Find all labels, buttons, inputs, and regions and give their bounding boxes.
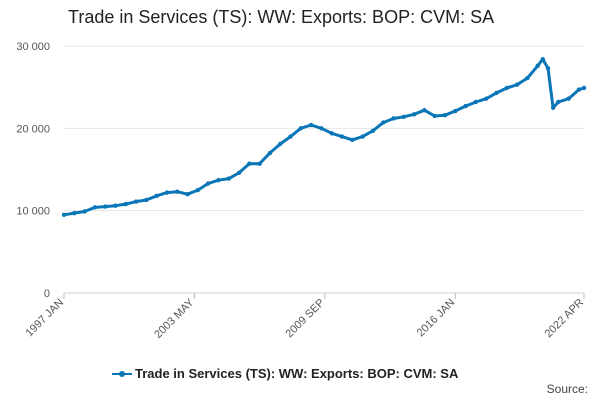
data-point	[463, 103, 468, 109]
data-point	[298, 126, 304, 131]
x-tick-label: 1997 JAN	[23, 297, 66, 340]
y-tick-label: 30 000	[16, 41, 50, 53]
y-tick-label: 10 000	[16, 206, 50, 218]
data-point	[164, 190, 170, 195]
data-point	[401, 114, 407, 120]
data-point	[494, 90, 499, 96]
data-point	[308, 122, 314, 128]
x-tick-label: 2009 SEP	[284, 297, 328, 341]
data-point	[257, 161, 262, 166]
legend-label: Trade in Services (TS): WW: Exports: BOP…	[135, 366, 459, 381]
legend-swatch-icon	[112, 368, 132, 380]
data-point	[535, 63, 540, 68]
data-point	[442, 112, 448, 118]
data-point	[175, 189, 180, 194]
data-point	[339, 134, 345, 139]
data-point	[154, 193, 159, 199]
legend[interactable]: Trade in Services (TS): WW: Exports: BOP…	[112, 366, 458, 381]
data-point	[216, 178, 221, 183]
data-point	[319, 126, 324, 131]
data-point	[61, 212, 67, 217]
data-point	[236, 170, 242, 175]
data-point	[267, 150, 273, 156]
data-point	[473, 99, 479, 105]
data-point	[556, 99, 561, 105]
data-point	[205, 181, 211, 186]
y-tick-label: 20 000	[16, 123, 50, 135]
data-point	[391, 116, 396, 121]
data-point	[133, 199, 139, 204]
series-line	[62, 57, 586, 217]
data-point	[504, 85, 509, 91]
data-point	[123, 201, 128, 207]
data-point	[545, 66, 551, 71]
data-point	[72, 210, 77, 216]
data-point	[113, 203, 118, 208]
data-point	[82, 209, 87, 214]
data-point	[247, 161, 252, 166]
data-point	[432, 113, 437, 119]
y-tick-label: 0	[44, 288, 50, 300]
data-point	[411, 112, 417, 117]
data-point	[370, 128, 376, 134]
data-point	[581, 85, 587, 91]
data-point	[540, 56, 546, 62]
data-point	[185, 192, 190, 197]
data-point	[92, 205, 98, 210]
data-point	[278, 141, 283, 147]
data-point	[453, 108, 458, 114]
data-point	[422, 108, 427, 113]
data-point	[144, 197, 149, 203]
data-point	[566, 96, 571, 101]
chart-title: Trade in Services (TS): WW: Exports: BOP…	[68, 7, 495, 27]
data-point	[514, 82, 520, 87]
x-tick-label: 2022 APR	[543, 297, 587, 341]
data-point	[381, 120, 386, 125]
data-point	[360, 134, 365, 139]
data-point	[195, 187, 201, 193]
data-point	[550, 105, 556, 110]
data-point	[288, 134, 293, 139]
x-tick-label: 2016 JAN	[415, 297, 458, 340]
data-point	[226, 176, 231, 181]
data-point	[483, 96, 489, 101]
data-point	[576, 87, 582, 92]
data-point	[329, 131, 334, 136]
source-label: Source:	[546, 382, 588, 396]
data-point	[525, 75, 530, 81]
data-point	[350, 137, 355, 143]
x-tick-label: 2003 MAY	[152, 296, 197, 341]
data-point	[102, 204, 108, 209]
